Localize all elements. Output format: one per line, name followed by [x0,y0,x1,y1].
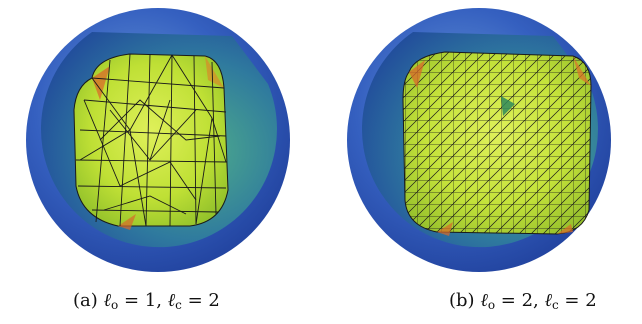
sphere-mesh-figure-a [26,8,290,272]
mesh-hot-corner-a3 [118,214,136,230]
subscript-c: c [551,298,559,312]
caption-b: (b) ℓo = 2, ℓc = 2 [449,290,597,312]
caption-o-value: = 1, [118,290,168,311]
mesh-hot-corner-b1 [409,60,425,88]
mesh-edges-a [75,53,228,227]
ell-symbol: ℓ [103,290,112,311]
caption-label: (b) [449,290,475,311]
subfigure-b: (b) ℓo = 2, ℓc = 2 [321,0,642,324]
ell-symbol: ℓ [544,290,552,311]
caption-c-value: = 2 [558,290,597,311]
mesh-hot-corner-a2 [205,56,224,88]
caption-c-value: = 2 [181,290,220,311]
caption-o-value: = 2, [495,290,545,311]
ell-symbol: ℓ [480,290,488,311]
mesh-fine-grid [403,52,591,234]
subscript-o: o [487,298,496,312]
caption-label: (a) [73,290,98,311]
subscript-c: c [175,298,182,312]
mesh-hot-corner-b4 [557,224,573,234]
ell-symbol: ℓ [167,290,176,311]
mesh-hot-corner-a1 [92,66,110,100]
subfigure-a: (a) ℓo = 1, ℓc = 2 [26,8,290,312]
mesh-dent [501,96,515,116]
mesh-hot-corner-b2 [573,56,591,86]
sphere-mesh-figure-b [347,8,611,272]
mesh-hot-corner-b3 [437,222,453,236]
caption-a: (a) ℓo = 1, ℓc = 2 [73,290,220,312]
subscript-o: o [111,298,119,312]
